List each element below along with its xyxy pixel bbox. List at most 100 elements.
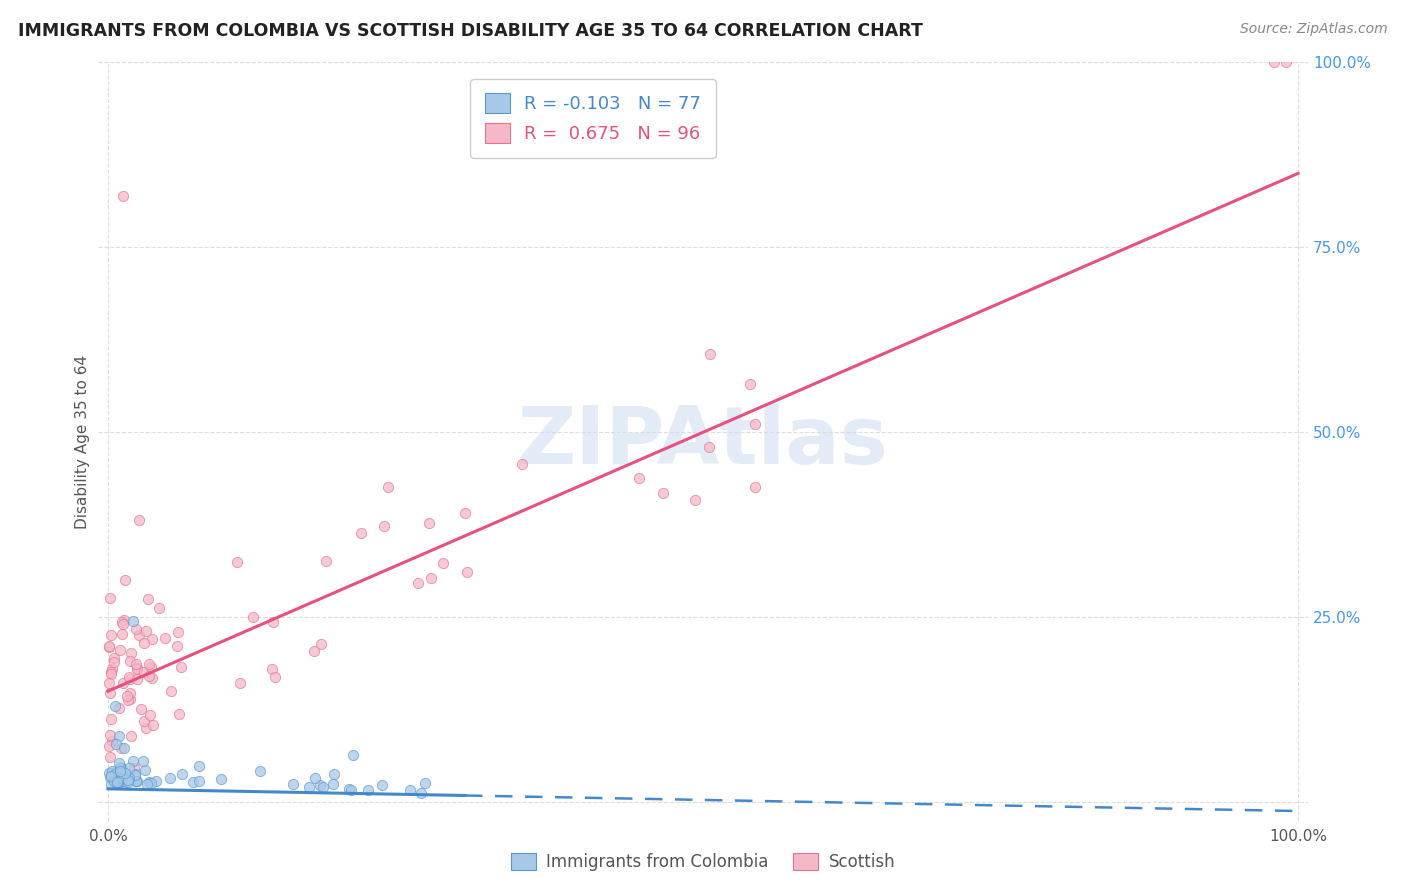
Point bbox=[101, 662, 124, 676]
Point bbox=[125, 657, 148, 672]
Point bbox=[281, 777, 304, 791]
Point bbox=[98, 739, 121, 754]
Point bbox=[744, 417, 766, 431]
Point bbox=[652, 486, 675, 500]
Point bbox=[304, 771, 326, 785]
Point bbox=[260, 662, 283, 676]
Point bbox=[160, 683, 183, 698]
Point bbox=[135, 624, 157, 639]
Point bbox=[112, 775, 135, 789]
Text: IMMIGRANTS FROM COLOMBIA VS SCOTTISH DISABILITY AGE 35 TO 64 CORRELATION CHART: IMMIGRANTS FROM COLOMBIA VS SCOTTISH DIS… bbox=[18, 22, 924, 40]
Point bbox=[108, 770, 131, 784]
Point bbox=[110, 643, 132, 657]
Point bbox=[512, 457, 534, 471]
Point bbox=[112, 740, 135, 755]
Point bbox=[413, 775, 436, 789]
Point bbox=[262, 615, 284, 629]
Text: Source: ZipAtlas.com: Source: ZipAtlas.com bbox=[1240, 22, 1388, 37]
Point bbox=[98, 640, 121, 655]
Point bbox=[454, 506, 477, 520]
Point bbox=[145, 774, 167, 789]
Point bbox=[148, 601, 170, 615]
Point bbox=[398, 783, 420, 797]
Point bbox=[322, 776, 344, 790]
Point bbox=[105, 776, 128, 790]
Y-axis label: Disability Age 35 to 64: Disability Age 35 to 64 bbox=[75, 354, 90, 529]
Point bbox=[98, 750, 121, 764]
Point bbox=[114, 765, 136, 780]
Point bbox=[125, 622, 148, 636]
Point bbox=[100, 777, 122, 791]
Point bbox=[104, 698, 127, 713]
Point bbox=[118, 692, 141, 706]
Point bbox=[105, 775, 128, 789]
Point bbox=[117, 771, 139, 785]
Point bbox=[98, 728, 121, 742]
Point bbox=[124, 767, 146, 781]
Point bbox=[111, 773, 134, 788]
Point bbox=[124, 768, 146, 782]
Point bbox=[411, 786, 433, 800]
Point bbox=[744, 480, 766, 494]
Text: ZIPAtlas: ZIPAtlas bbox=[517, 402, 889, 481]
Point bbox=[141, 671, 163, 685]
Point bbox=[120, 729, 142, 743]
Point bbox=[108, 756, 131, 770]
Point bbox=[170, 659, 193, 673]
Point bbox=[124, 773, 146, 788]
Point bbox=[105, 738, 128, 752]
Point bbox=[125, 773, 148, 788]
Point bbox=[129, 702, 152, 716]
Point bbox=[167, 624, 190, 639]
Point bbox=[105, 776, 128, 790]
Point bbox=[136, 591, 159, 606]
Point bbox=[110, 772, 132, 787]
Point bbox=[308, 778, 330, 792]
Point bbox=[120, 646, 142, 660]
Point bbox=[100, 666, 122, 681]
Point bbox=[108, 760, 131, 774]
Point bbox=[181, 775, 204, 789]
Point bbox=[298, 780, 321, 794]
Point bbox=[135, 721, 157, 735]
Point bbox=[188, 774, 211, 789]
Point bbox=[110, 740, 132, 755]
Point bbox=[112, 676, 135, 690]
Point bbox=[166, 640, 188, 654]
Point bbox=[315, 554, 337, 568]
Point bbox=[118, 772, 141, 787]
Legend: R = -0.103   N = 77, R =  0.675   N = 96: R = -0.103 N = 77, R = 0.675 N = 96 bbox=[470, 79, 716, 158]
Point bbox=[124, 761, 146, 775]
Point bbox=[699, 346, 721, 360]
Point bbox=[142, 718, 165, 732]
Point bbox=[337, 782, 360, 797]
Point bbox=[697, 440, 720, 454]
Point bbox=[141, 632, 163, 647]
Point bbox=[209, 772, 232, 786]
Point bbox=[103, 773, 125, 788]
Point bbox=[98, 770, 121, 784]
Point bbox=[302, 643, 325, 657]
Point bbox=[108, 764, 131, 778]
Point bbox=[125, 774, 148, 789]
Point bbox=[138, 657, 160, 672]
Point bbox=[311, 637, 333, 651]
Point bbox=[114, 773, 136, 788]
Point bbox=[108, 761, 131, 775]
Point bbox=[98, 591, 121, 605]
Point bbox=[100, 665, 122, 679]
Point bbox=[128, 513, 150, 527]
Point bbox=[98, 639, 121, 653]
Point bbox=[323, 767, 346, 781]
Point bbox=[167, 706, 190, 721]
Point bbox=[155, 631, 177, 645]
Point bbox=[98, 686, 121, 700]
Point bbox=[108, 773, 131, 788]
Point bbox=[100, 769, 122, 783]
Point bbox=[125, 661, 148, 675]
Point bbox=[1263, 55, 1285, 70]
Point bbox=[111, 771, 134, 785]
Point bbox=[311, 780, 333, 795]
Point bbox=[264, 670, 287, 684]
Point bbox=[118, 672, 141, 686]
